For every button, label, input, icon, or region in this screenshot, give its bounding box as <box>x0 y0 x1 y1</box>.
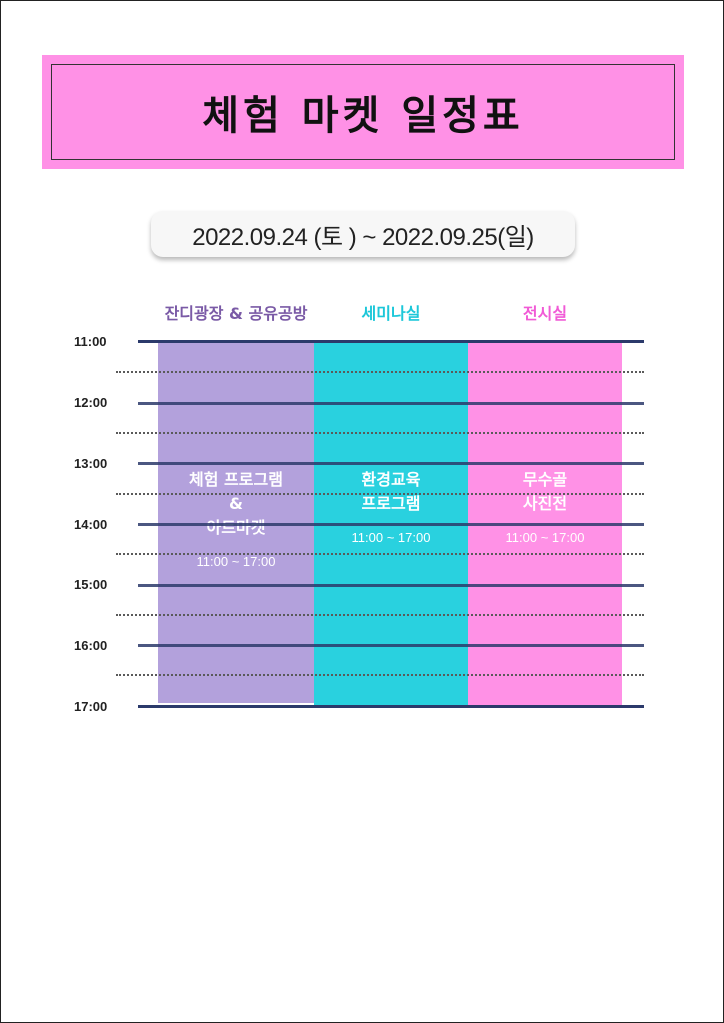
column-header-lawn-workshop: 잔디광장 & 공유공방 <box>164 304 308 323</box>
hour-line <box>138 644 644 647</box>
hour-line <box>138 462 644 465</box>
time-label: 17:00 <box>74 699 108 714</box>
hour-line <box>138 340 644 343</box>
date-range-text: 2022.09.24 (토 ) ~ 2022.09.25(일) <box>192 223 534 251</box>
half-hour-line <box>116 674 644 676</box>
program-time: 11:00 ~ 17:00 <box>196 554 276 569</box>
column-header-exhibition-room: 전시실 <box>522 304 568 323</box>
hour-line <box>138 402 644 405</box>
time-label: 14:00 <box>74 517 108 532</box>
column-header-seminar-room: 세미나실 <box>361 304 421 323</box>
hour-line <box>138 523 644 526</box>
program-title: 체험 프로그램 & 아트마켓 <box>189 470 283 537</box>
time-label: 13:00 <box>74 456 108 471</box>
program-time: 11:00 ~ 17:00 <box>351 530 431 545</box>
hour-line <box>138 705 644 708</box>
program-time: 11:00 ~ 17:00 <box>505 530 585 545</box>
time-label: 16:00 <box>74 638 108 653</box>
date-range-pill: 2022.09.24 (토 ) ~ 2022.09.25(일) <box>151 211 575 257</box>
half-hour-line <box>116 371 644 373</box>
title-frame: 체험 마켓 일정표 <box>51 64 675 160</box>
time-label: 12:00 <box>74 395 108 410</box>
time-label: 15:00 <box>74 577 108 592</box>
half-hour-line <box>116 493 644 495</box>
program-title: 환경교육 프로그램 <box>361 470 421 513</box>
half-hour-line <box>116 432 644 434</box>
title-banner: 체험 마켓 일정표 <box>42 55 684 169</box>
hour-line <box>138 584 644 587</box>
half-hour-line <box>116 614 644 616</box>
program-title: 무수골 사진전 <box>522 470 568 513</box>
page-title: 체험 마켓 일정표 <box>202 93 524 139</box>
half-hour-line <box>116 553 644 555</box>
time-label: 11:00 <box>74 334 107 349</box>
